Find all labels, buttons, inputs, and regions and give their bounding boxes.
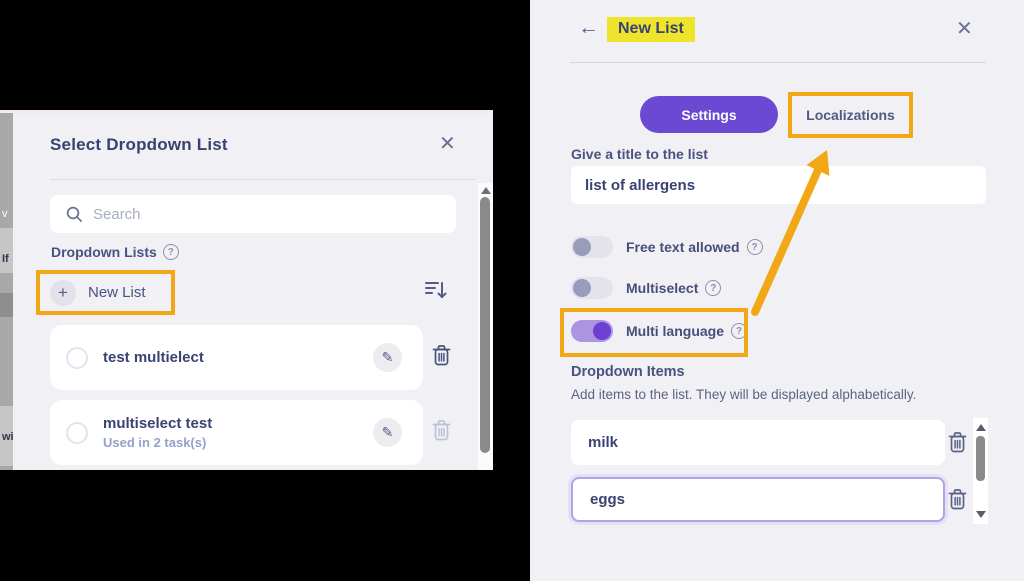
- back-icon[interactable]: ←: [578, 16, 599, 39]
- item-input-milk[interactable]: [571, 420, 945, 465]
- dropdown-items-description: Add items to the list. They will be disp…: [571, 387, 917, 402]
- help-icon[interactable]: ?: [746, 239, 763, 255]
- help-icon[interactable]: ?: [162, 244, 179, 260]
- search-input[interactable]: [93, 205, 423, 223]
- list-item-title: test multielect: [103, 349, 204, 366]
- list-item-usage: Used in 2 task(s): [103, 435, 207, 450]
- edit-icon[interactable]: ✎: [373, 418, 402, 447]
- sliver-text: If: [2, 253, 9, 265]
- sort-icon[interactable]: [424, 279, 449, 306]
- divider: [50, 179, 476, 180]
- modal-title: Select Dropdown List: [50, 135, 228, 154]
- dropdown-lists-section: Dropdown Lists ?: [51, 244, 179, 260]
- toggle-knob: [573, 238, 591, 256]
- toggle-label: Multiselect: [626, 280, 699, 296]
- list-item-title: multiselect test: [103, 415, 213, 432]
- new-list-panel: ← New List ✕ Settings Localizations Give…: [530, 0, 1024, 581]
- edit-icon[interactable]: ✎: [373, 343, 402, 372]
- search-box[interactable]: [50, 195, 456, 233]
- title-field-label: Give a title to the list: [571, 146, 708, 162]
- help-icon[interactable]: ?: [705, 280, 722, 296]
- divider: [570, 62, 986, 63]
- item-input-eggs[interactable]: [571, 477, 945, 522]
- list-item-multiselect-test[interactable]: multiselect test Used in 2 task(s) ✎: [50, 400, 423, 465]
- tab-localizations[interactable]: Localizations: [788, 92, 913, 138]
- new-list-label: New List: [88, 284, 146, 301]
- sliver-text: v: [2, 208, 8, 220]
- scrollbar-thumb[interactable]: [976, 436, 985, 481]
- tab-settings[interactable]: Settings: [640, 96, 778, 133]
- panel-title-highlighted: New List: [607, 17, 695, 42]
- modal-top-accent: [0, 110, 493, 113]
- modal-scrollbar[interactable]: [478, 183, 493, 470]
- help-icon[interactable]: ?: [731, 323, 747, 339]
- multiselect-toggle[interactable]: [571, 277, 613, 299]
- toggle-knob: [593, 322, 611, 340]
- new-list-button[interactable]: + New List: [36, 270, 175, 315]
- sliver-band: [0, 228, 13, 273]
- free-text-toggle[interactable]: [571, 236, 613, 258]
- list-item-text: multiselect test Used in 2 task(s): [103, 415, 212, 450]
- scrollbar-thumb[interactable]: [480, 197, 490, 453]
- list-item-test-multielect[interactable]: test multielect ✎: [50, 325, 423, 390]
- scroll-down-arrow[interactable]: [976, 511, 986, 518]
- underlying-page-sliver: v If wi: [0, 113, 13, 470]
- items-scrollbar[interactable]: [973, 418, 988, 524]
- sliver-band: [0, 406, 13, 466]
- plus-icon: +: [50, 279, 76, 306]
- toggle-row-multiselect: Multiselect ?: [571, 277, 722, 299]
- multi-language-toggle[interactable]: [571, 320, 613, 342]
- radio-button[interactable]: [66, 421, 88, 444]
- delete-icon[interactable]: [947, 430, 968, 459]
- list-item-text: test multielect: [103, 349, 204, 366]
- sliver-band: [0, 293, 13, 317]
- toggle-label: Multi language: [626, 323, 724, 339]
- toggle-row-multi-language: Multi language ?: [571, 320, 747, 342]
- toggle-knob: [573, 279, 591, 297]
- delete-icon-disabled[interactable]: [431, 418, 452, 447]
- toggle-row-free-text: Free text allowed ?: [571, 236, 763, 258]
- sliver-text: wi: [2, 431, 13, 443]
- dropdown-lists-label: Dropdown Lists: [51, 244, 157, 260]
- dropdown-items-title: Dropdown Items: [571, 364, 685, 380]
- list-title-input[interactable]: [571, 166, 986, 204]
- select-dropdown-list-modal: Select Dropdown List ✕ Dropdown Lists ? …: [13, 113, 493, 470]
- search-icon: [66, 206, 83, 222]
- close-icon[interactable]: ✕: [439, 133, 456, 155]
- scroll-up-arrow[interactable]: [976, 424, 986, 431]
- radio-button[interactable]: [66, 346, 88, 369]
- delete-icon[interactable]: [431, 343, 452, 372]
- scroll-up-arrow[interactable]: [481, 187, 491, 194]
- close-icon[interactable]: ✕: [956, 18, 973, 40]
- delete-icon[interactable]: [947, 487, 968, 516]
- toggle-label: Free text allowed: [626, 239, 740, 255]
